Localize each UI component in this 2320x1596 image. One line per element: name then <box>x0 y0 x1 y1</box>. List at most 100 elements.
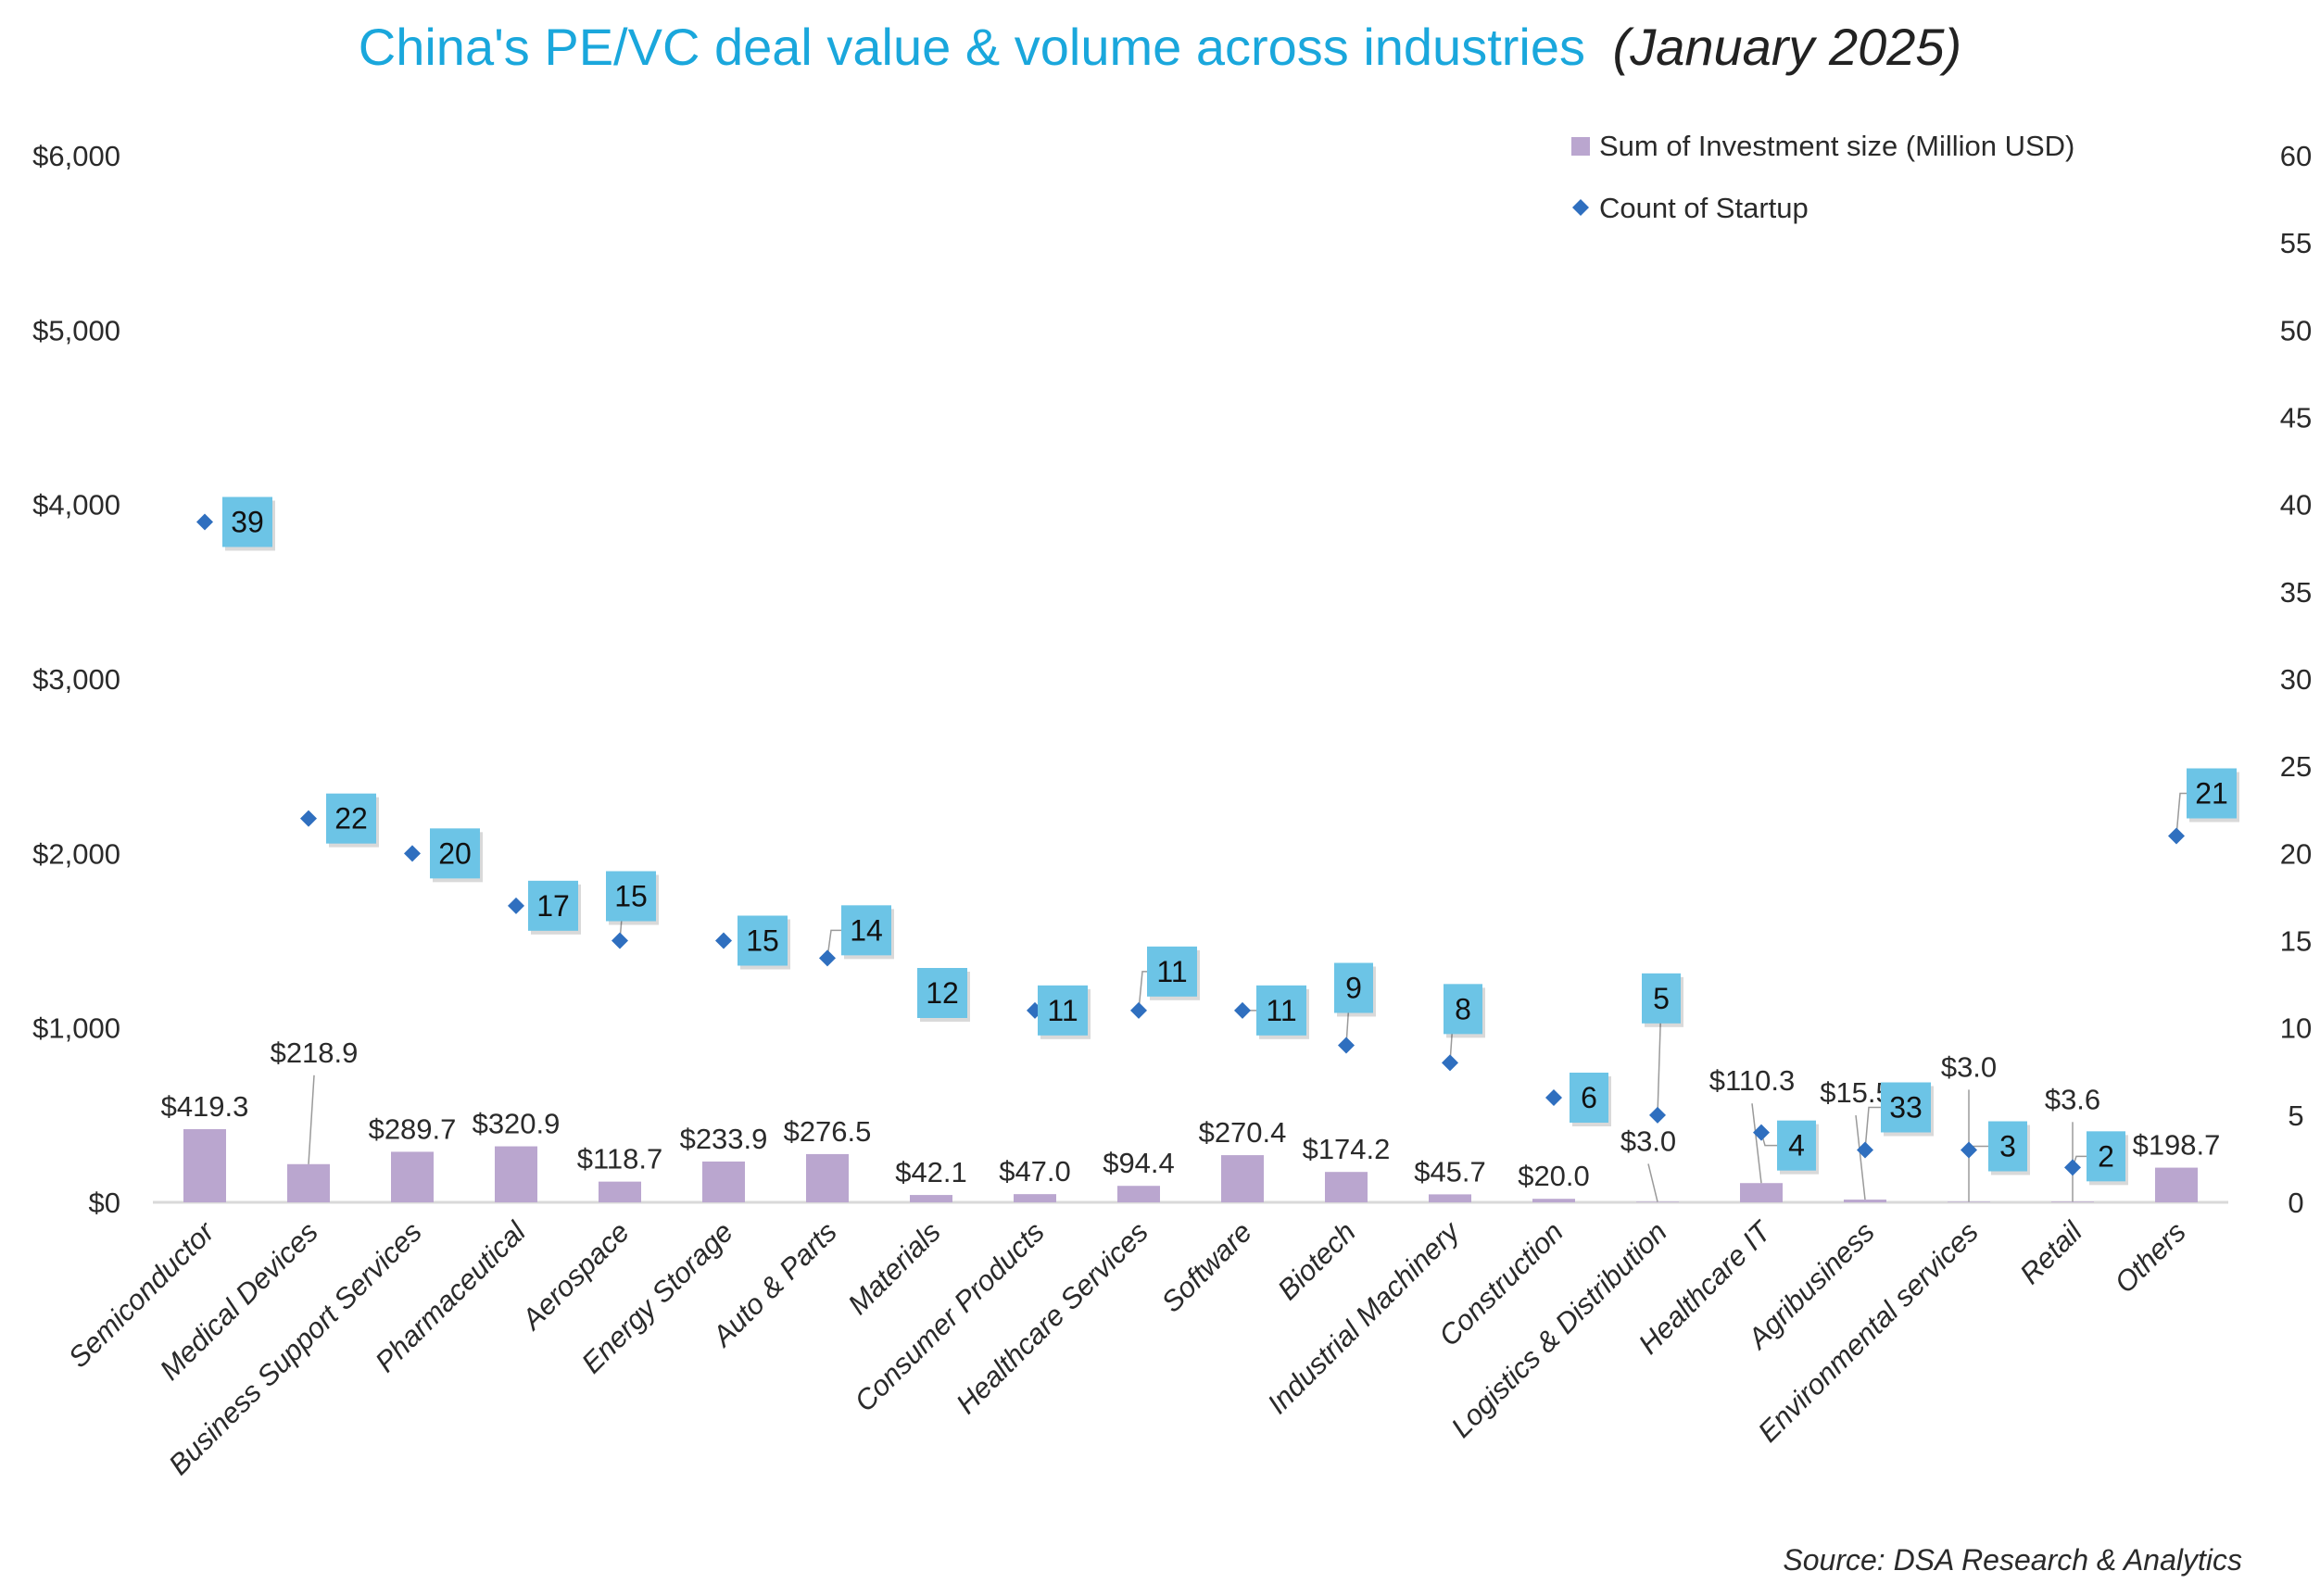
bar-data-label: $270.4 <box>1199 1116 1287 1149</box>
bar-data-labels: $419.3 $218.9 $289.7 $320.9 $118.7 $233.9 $276… <box>161 1037 2221 1192</box>
count-label-box <box>841 905 891 956</box>
count-label-box <box>430 828 480 879</box>
y-axis-right: 0 5 10 15 20 25 30 35 40 45 50 55 60 <box>2280 140 2312 1219</box>
bar <box>287 1163 330 1202</box>
y-right-tick-label: 60 <box>2280 140 2312 172</box>
bar <box>2051 1201 2094 1202</box>
bar-data-label: $94.4 <box>1103 1147 1175 1179</box>
bar-data-label: $3.6 <box>2045 1083 2100 1115</box>
count-marker-diamond-icon <box>196 513 213 531</box>
count-marker-diamond-icon <box>1649 1106 1666 1124</box>
count-label-box <box>1570 1073 1608 1123</box>
count-data-label: 9 <box>1345 972 1362 1005</box>
y-right-tick-label: 20 <box>2280 837 2312 870</box>
count-label-box <box>1334 962 1373 1013</box>
y-left-tick-label: $0 <box>89 1187 120 1219</box>
bar-data-label: $20.0 <box>1518 1160 1590 1192</box>
bar <box>391 1151 434 1202</box>
y-right-tick-label: 35 <box>2280 576 2312 609</box>
bar <box>1014 1194 1056 1202</box>
legend-bar-swatch <box>1571 137 1590 156</box>
bar-leader-line <box>308 1074 315 1164</box>
count-label-box <box>1642 973 1681 1024</box>
count-marker-diamond-icon <box>1545 1089 1562 1106</box>
count-marker-diamond-icon <box>819 949 836 967</box>
bar-data-label: $3.0 <box>1941 1050 1997 1083</box>
y-right-tick-label: 25 <box>2280 750 2312 783</box>
bar <box>1740 1183 1783 1202</box>
bar-data-label: $320.9 <box>473 1108 561 1140</box>
count-data-label: 4 <box>1788 1129 1805 1162</box>
bar-data-label: $47.0 <box>999 1155 1071 1188</box>
bar-data-label: $42.1 <box>895 1156 967 1188</box>
count-data-label: 5 <box>1653 982 1670 1015</box>
bar-leader-line <box>1855 1114 1866 1200</box>
count-data-label: 15 <box>746 924 779 958</box>
bar-data-label: $174.2 <box>1303 1133 1391 1165</box>
category-label: Industrial Machinery <box>1261 1213 1468 1420</box>
count-label-box <box>1444 984 1482 1035</box>
count-label-box <box>1256 985 1306 1036</box>
count-data-label: 15 <box>614 880 648 913</box>
count-data-label: 14 <box>850 913 883 947</box>
category-label: Retail <box>2013 1214 2089 1290</box>
y-right-tick-label: 15 <box>2280 925 2312 958</box>
bar <box>599 1181 641 1202</box>
count-label-box <box>528 880 578 931</box>
bar-data-label: $276.5 <box>784 1115 872 1148</box>
chart-title-main: China's PE/VC deal value & volume across… <box>359 18 1585 76</box>
bar-leader-line <box>1751 1103 1762 1184</box>
legend-diamond-icon <box>1572 199 1589 216</box>
bar <box>1636 1201 1679 1202</box>
category-label: Others <box>2108 1215 2192 1300</box>
bar <box>910 1195 952 1202</box>
bar <box>1325 1172 1368 1202</box>
category-label: Biotech <box>1271 1215 1362 1306</box>
bar <box>183 1129 226 1202</box>
count-marker-diamond-icon <box>715 932 732 949</box>
count-label-box <box>738 915 788 966</box>
bar-data-label: $45.7 <box>1414 1155 1486 1188</box>
count-marker-diamond-icon <box>300 810 317 827</box>
bar <box>1948 1201 1990 1202</box>
count-marker-diamond-icon <box>508 897 524 914</box>
bar <box>1844 1200 1886 1202</box>
count-label-box <box>2087 1131 2125 1182</box>
bar <box>2155 1167 2198 1202</box>
count-marker-diamond-icon <box>1234 1001 1251 1019</box>
count-label-box <box>606 871 656 922</box>
count-label-box <box>2187 768 2237 819</box>
y-left-tick-label: $1,000 <box>32 1012 120 1045</box>
chart-title: China's PE/VC deal value & volume across… <box>359 18 1961 76</box>
y-left-tick-label: $4,000 <box>32 489 120 522</box>
y-left-tick-label: $6,000 <box>32 140 120 172</box>
count-data-label: 11 <box>1047 994 1078 1027</box>
y-left-tick-label: $5,000 <box>32 314 120 346</box>
count-marker-diamond-icon <box>1857 1141 1873 1159</box>
count-label-box <box>917 968 967 1018</box>
count-data-label: 2 <box>2098 1139 2114 1173</box>
count-data-label: 3 <box>1999 1130 2016 1163</box>
y-right-tick-label: 55 <box>2280 227 2312 259</box>
bar <box>1117 1186 1160 1202</box>
bar <box>495 1146 537 1202</box>
bar-data-label: $198.7 <box>2133 1129 2221 1162</box>
category-label: Consumer Products <box>848 1215 1050 1417</box>
category-label: Healthcare Services <box>950 1215 1154 1420</box>
count-marker-diamond-icon <box>612 932 628 949</box>
bar-leader-line <box>1647 1163 1658 1202</box>
count-label-box <box>1881 1082 1931 1133</box>
y-left-tick-label: $2,000 <box>32 837 120 870</box>
y-axis-left: $0 $1,000 $2,000 $3,000 $4,000 $5,000 $6,000 <box>32 140 120 1219</box>
chart-title-date: (January 2025) <box>1613 18 1962 76</box>
count-data-label: 17 <box>536 889 570 923</box>
count-label-box <box>222 496 272 547</box>
count-data-label: 11 <box>1156 955 1187 988</box>
category-label: Materials <box>841 1215 947 1321</box>
bar <box>1429 1194 1471 1202</box>
count-leader-line <box>826 929 845 959</box>
bar <box>702 1161 745 1202</box>
bar <box>1532 1199 1575 1202</box>
